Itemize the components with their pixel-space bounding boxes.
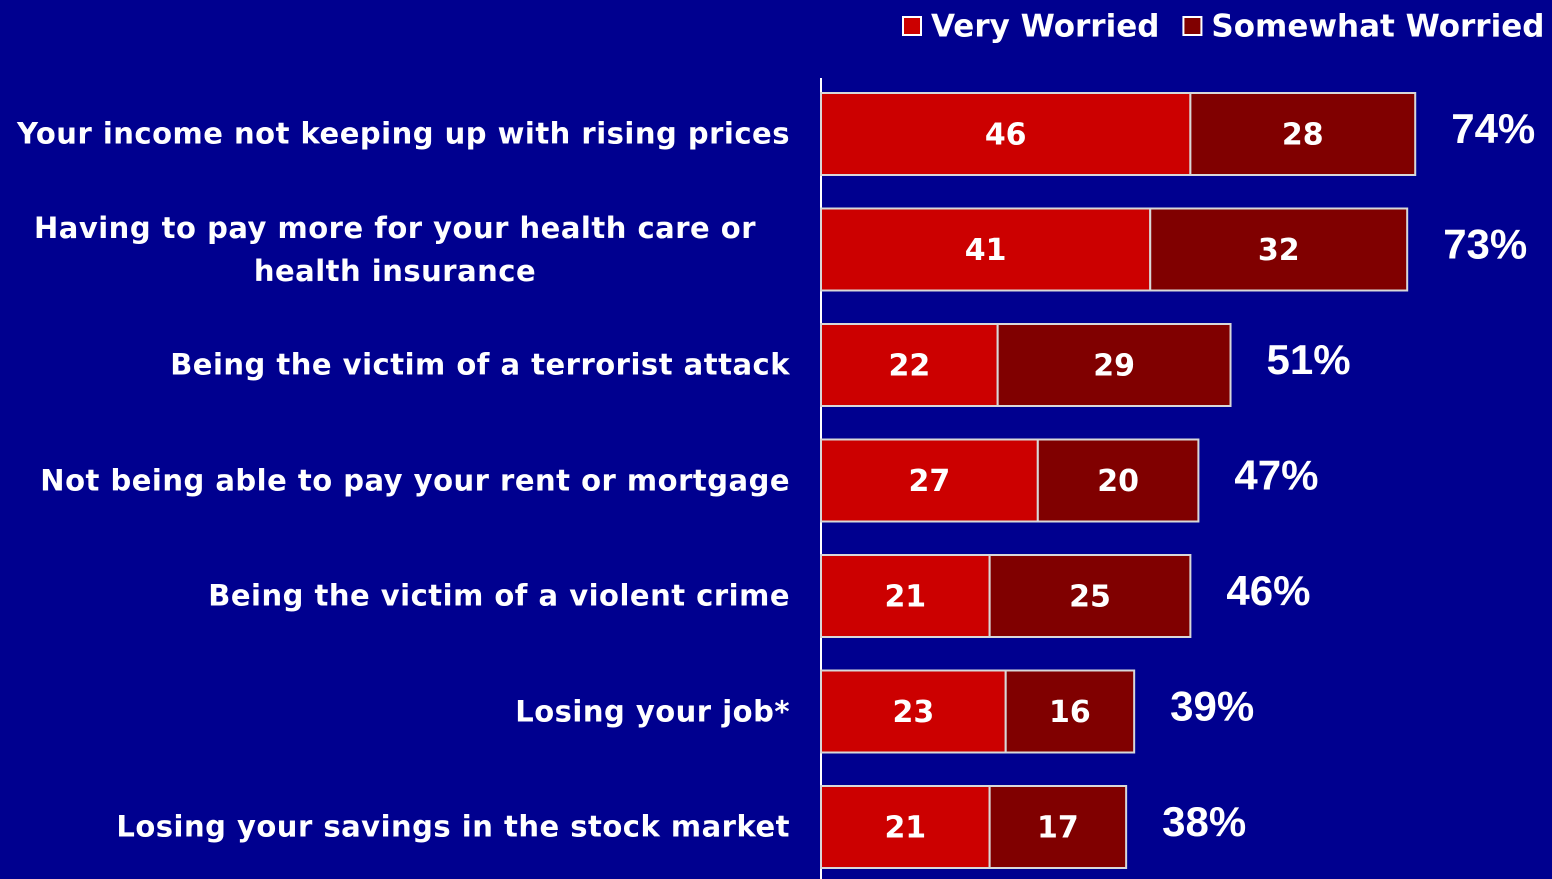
category-label: Your income not keeping up with rising p… <box>17 116 790 151</box>
bar-segment <box>820 554 991 638</box>
bar-segment <box>1149 207 1409 292</box>
bar-segment <box>1189 92 1417 176</box>
total-label: 46% <box>1226 567 1310 614</box>
segment-label: 32 <box>1258 233 1300 268</box>
segment-label: 41 <box>965 233 1007 268</box>
bar-segment <box>1004 669 1136 754</box>
segment-label: 21 <box>884 811 926 846</box>
segment-label: 20 <box>1097 464 1139 499</box>
bar-segment <box>820 92 1192 176</box>
segment-label: 28 <box>1282 118 1324 153</box>
legend-label: Very Worried <box>931 9 1159 45</box>
segment-label: 46 <box>985 118 1027 153</box>
bar-segment <box>820 438 1039 523</box>
bar-segment <box>988 554 1192 638</box>
category-label: Losing your job* <box>515 694 790 728</box>
total-label: 73% <box>1443 221 1527 268</box>
total-label: 74% <box>1451 105 1535 152</box>
category-label: Not being able to pay your rent or mortg… <box>40 463 790 497</box>
legend-label: Somewhat Worried <box>1211 9 1544 45</box>
legend-swatch <box>902 16 922 36</box>
segment-label: 29 <box>1093 349 1135 384</box>
category-label: Having to pay more for your health care … <box>34 210 756 288</box>
bar-segment <box>988 785 1128 869</box>
bar-segment <box>1036 438 1200 523</box>
category-label: Being the victim of a violent crime <box>208 578 790 613</box>
total-label: 39% <box>1170 683 1254 730</box>
total-label: 51% <box>1267 336 1351 383</box>
bar-segment <box>996 323 1232 407</box>
legend-swatch <box>1182 16 1203 36</box>
segment-label: 16 <box>1049 695 1091 730</box>
segment-label: 25 <box>1069 580 1111 615</box>
total-label: 38% <box>1162 798 1246 845</box>
segment-label: 23 <box>892 695 934 730</box>
segment-label: 17 <box>1037 811 1079 846</box>
bar-segment <box>820 323 999 407</box>
category-label: Being the victim of a terrorist attack <box>170 347 790 382</box>
bar-segment <box>820 669 1007 754</box>
bar-segment <box>820 207 1152 292</box>
segment-label: 27 <box>909 464 951 499</box>
category-label: Losing your savings in the stock market <box>116 809 790 844</box>
total-label: 47% <box>1234 452 1318 499</box>
segment-label: 21 <box>884 580 926 615</box>
segment-label: 22 <box>888 349 930 384</box>
